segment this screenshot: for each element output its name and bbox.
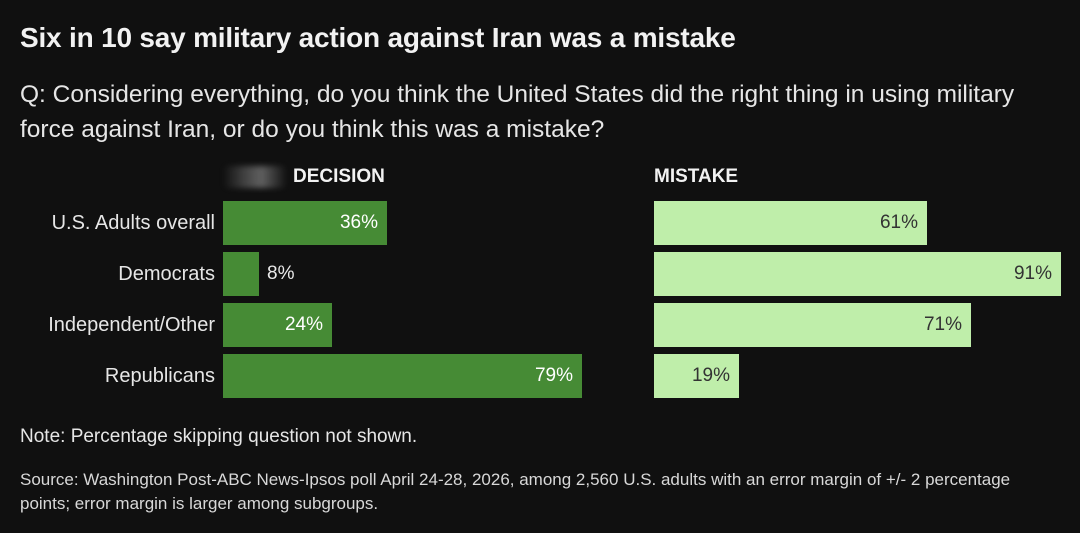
category-label-republicans: Republicans (104, 365, 215, 387)
mistake-bar-independent-other (654, 303, 971, 347)
mistake-value-label-independent-other: 71% (923, 314, 962, 335)
chart-title: Six in 10 say military action against Ir… (20, 22, 736, 53)
mistake-bar-republicans (654, 354, 739, 398)
decision-value-label-republicans: 79% (534, 365, 573, 386)
mistake-value-label-democrats: 91% (1013, 263, 1052, 284)
decision-bar-independent-other (223, 303, 332, 347)
decision-bar-u-s-adults-overall (223, 201, 387, 245)
decision-value-label-u-s-adults-overall: 36% (339, 212, 378, 233)
series-header-mistake: MISTAKE (654, 166, 739, 187)
chart-note: Note: Percentage skipping question not s… (20, 426, 418, 447)
mistake-value-label-u-s-adults-overall: 61% (879, 212, 918, 233)
mistake-bar-democrats (654, 252, 1061, 296)
category-label-u-s-adults-overall: U.S. Adults overall (51, 212, 215, 234)
mistake-value-label-republicans: 19% (691, 365, 730, 386)
redacted-header-text (223, 166, 287, 188)
chart-source: Source: Washington Post-ABC News-Ipsos p… (20, 470, 1011, 513)
decision-bar-republicans (223, 354, 582, 398)
decision-value-label-independent-other: 24% (284, 314, 323, 335)
decision-value-label-democrats: 8% (267, 263, 295, 284)
chart-question: Q: Considering everything, do you think … (20, 81, 1015, 143)
decision-bar-democrats (223, 252, 259, 296)
series-header-decision: DECISION (293, 166, 385, 187)
category-label-democrats: Democrats (118, 263, 215, 285)
mistake-bar-u-s-adults-overall (654, 201, 927, 245)
category-label-independent-other: Independent/Other (48, 314, 215, 336)
